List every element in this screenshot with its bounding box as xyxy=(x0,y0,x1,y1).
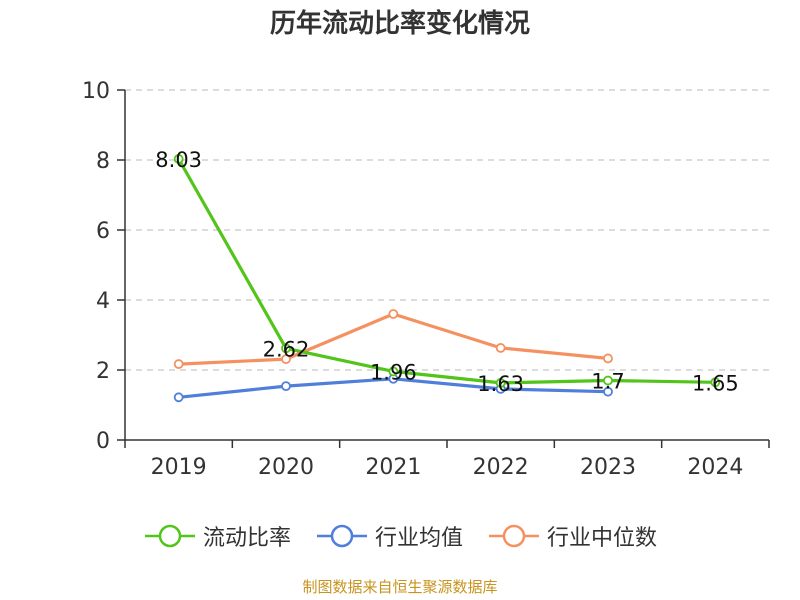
x-tick-label: 2023 xyxy=(580,455,636,480)
legend-marker-series-1 xyxy=(144,524,195,548)
x-tick-label: 2020 xyxy=(258,455,314,480)
data-label: 1.7 xyxy=(591,370,624,394)
series-2-point[interactable] xyxy=(281,381,291,392)
series-3-point[interactable] xyxy=(603,353,613,364)
legend-marker-series-2 xyxy=(316,524,367,548)
gridlines xyxy=(125,89,769,371)
data-label: 1.65 xyxy=(692,371,739,395)
data-label: 2.62 xyxy=(263,337,310,361)
y-tick-label: 0 xyxy=(96,429,110,454)
legend-label-series-2: 行业均值 xyxy=(374,526,463,551)
legend-label-series-3: 行业中位数 xyxy=(547,526,658,551)
series-3-point[interactable] xyxy=(281,354,291,365)
x-tick-label: 2022 xyxy=(473,455,529,480)
series-2-point[interactable] xyxy=(603,386,613,397)
legend-item-series-3[interactable]: 行业中位数 xyxy=(487,520,657,552)
series-line-3 xyxy=(178,312,609,366)
chart-title: 历年流动比率变化情况 xyxy=(269,9,530,39)
x-tick-label: 2019 xyxy=(151,455,207,480)
x-tick-label: 2021 xyxy=(365,455,421,480)
data-label: 1.63 xyxy=(477,372,524,396)
axes: 0 2 4 6 8 10 2019 2020 2021 2022 2023 2024 xyxy=(82,79,770,480)
series-1-point[interactable] xyxy=(281,343,291,354)
data-label: 8.03 xyxy=(155,148,202,172)
y-tick-label: 4 xyxy=(96,289,110,314)
series-lines xyxy=(173,154,721,403)
series-3-point[interactable] xyxy=(495,343,506,353)
series-1-point[interactable] xyxy=(388,366,399,377)
data-labels: 8.03 2.62 1.96 1.63 1.7 1.65 xyxy=(155,148,738,396)
series-1-point[interactable] xyxy=(495,378,506,388)
source-note: 制图数据来自恒生聚源数据库 xyxy=(302,578,498,596)
legend-item-series-1[interactable]: 流动比率 xyxy=(143,520,291,552)
series-line-1 xyxy=(177,158,716,385)
series-1-point[interactable] xyxy=(173,154,184,164)
y-tick-label: 10 xyxy=(82,79,110,104)
y-tick-label: 6 xyxy=(96,219,110,244)
x-tick-label: 2024 xyxy=(687,455,743,480)
series-1-point[interactable] xyxy=(710,377,721,388)
series-1-point[interactable] xyxy=(603,375,613,386)
legend-item-series-2[interactable]: 行业均值 xyxy=(315,520,463,552)
y-tick-label: 8 xyxy=(96,149,110,174)
data-label: 1.96 xyxy=(370,360,417,384)
legend: 流动比率 行业均值 行业中位数 xyxy=(0,518,800,554)
series-2-point[interactable] xyxy=(173,392,184,403)
series-3-point[interactable] xyxy=(173,359,184,369)
series-3-point[interactable] xyxy=(388,309,399,319)
legend-label-series-1: 流动比率 xyxy=(202,526,291,551)
legend-marker-series-3 xyxy=(489,524,539,548)
y-tick-label: 2 xyxy=(96,359,110,384)
